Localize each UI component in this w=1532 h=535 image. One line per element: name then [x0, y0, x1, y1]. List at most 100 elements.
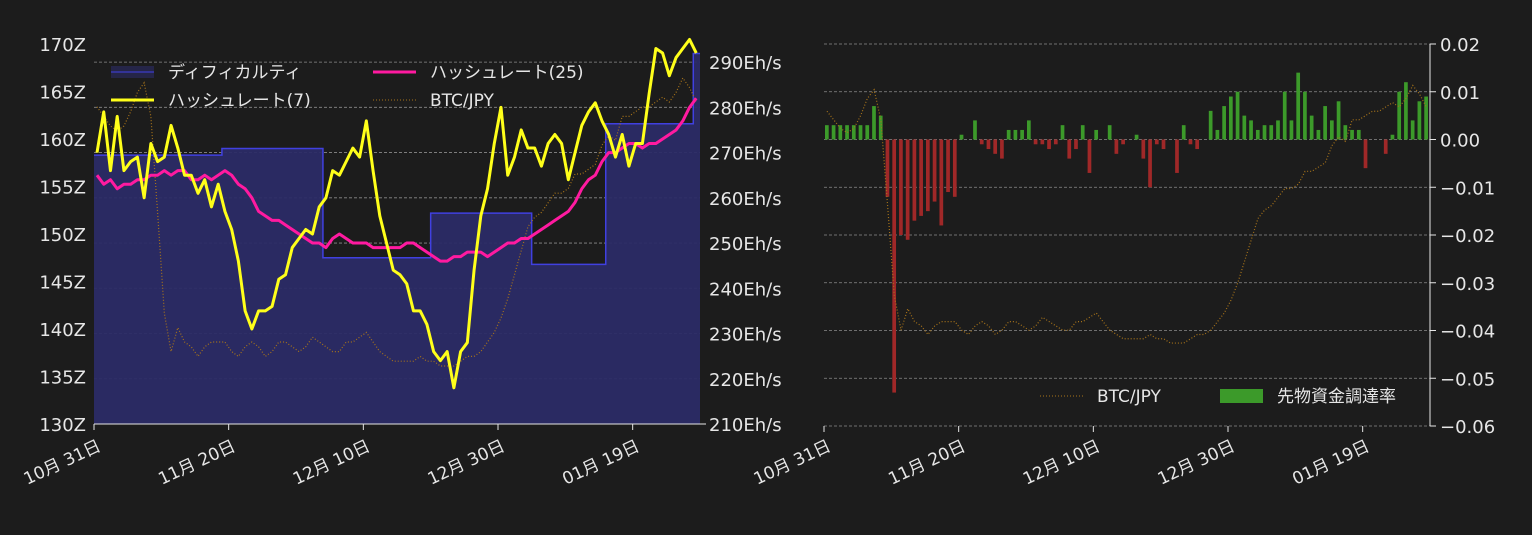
legend-label-hashrate25: ハッシュレート(25)	[430, 63, 584, 83]
funding-bar	[892, 139, 897, 393]
funding-bar	[1208, 110, 1213, 140]
funding-bar	[1094, 129, 1099, 140]
right-axis-tick-label: 270Eh/s	[709, 144, 782, 165]
funding-bar	[1141, 139, 1146, 159]
right-axis-tick-label: 230Eh/s	[709, 325, 782, 346]
funding-bar	[1330, 120, 1334, 140]
funding-bar	[1303, 91, 1307, 140]
funding-bar	[932, 139, 937, 202]
right-y-tick-label: −0.01	[1440, 178, 1495, 199]
funding-bar	[1080, 125, 1085, 140]
hashrate25-series	[95, 97, 698, 263]
funding-bar	[926, 139, 930, 212]
right-y-tick-label: 0.01	[1440, 83, 1480, 104]
funding-bar	[1047, 139, 1051, 150]
left-btcjpy-series	[96, 76, 697, 367]
left-axis-tick-label: 150Z	[39, 225, 86, 246]
funding-bar	[986, 139, 991, 150]
funding-bar	[1074, 139, 1078, 150]
btcjpy-line-left	[96, 76, 697, 367]
right-y-tick-label: 0.00	[1440, 131, 1480, 152]
funding-bar	[885, 139, 890, 197]
right-axis-tick-label: 260Eh/s	[709, 189, 782, 210]
left-axis-tick-label: 145Z	[39, 273, 86, 294]
left-axis-tick-label: 170Z	[39, 35, 86, 56]
funding-bar	[1020, 129, 1024, 140]
difficulty-area	[94, 53, 700, 424]
funding-bar	[1316, 129, 1321, 140]
funding-bar	[825, 125, 829, 140]
funding-bar	[1222, 106, 1226, 140]
funding-bar	[1350, 129, 1354, 140]
funding-bar	[845, 125, 849, 140]
funding-rate-bars	[825, 72, 1428, 393]
funding-bar	[1356, 129, 1361, 140]
funding-bar	[1262, 125, 1267, 140]
funding-bar	[1053, 139, 1058, 145]
funding-bar	[1242, 115, 1247, 140]
funding-bar	[1134, 134, 1139, 140]
funding-bar	[1006, 129, 1011, 140]
funding-bar	[912, 139, 917, 221]
funding-bar	[851, 125, 856, 140]
hashrate25-line	[95, 97, 698, 263]
funding-bar	[1188, 139, 1193, 145]
right-axis-tick-label: 210Eh/s	[709, 415, 782, 436]
funding-bar	[1175, 139, 1179, 173]
funding-bar	[1181, 125, 1186, 140]
right-axis-tick-label: 250Eh/s	[709, 234, 782, 255]
funding-bar	[1154, 139, 1159, 145]
funding-bar	[1282, 91, 1287, 140]
funding-bar	[946, 139, 950, 193]
funding-bar	[1195, 139, 1200, 150]
difficulty-series	[94, 52, 700, 424]
funding-bar	[1289, 120, 1294, 140]
funding-bar	[858, 125, 863, 140]
hashrate7-series	[95, 37, 698, 390]
funding-bar	[1383, 139, 1388, 154]
funding-bar	[1027, 120, 1031, 140]
right-y-tick-label: −0.06	[1440, 417, 1495, 438]
right-y-tick-label: −0.05	[1440, 369, 1495, 390]
funding-bar	[1363, 139, 1368, 169]
funding-bar	[1336, 101, 1341, 140]
left-legend: ディフィカルティ ハッシュレート(25) ハッシュレート(7) BTC/JPY	[111, 62, 584, 111]
funding-bar	[1148, 139, 1152, 188]
right-btcjpy-series	[826, 84, 1427, 344]
funding-bar	[1121, 139, 1125, 145]
funding-bar	[831, 125, 836, 140]
funding-bar	[1323, 106, 1327, 140]
funding-bar	[1397, 91, 1402, 140]
difficulty-line	[94, 52, 700, 266]
funding-bar	[1060, 125, 1065, 140]
funding-bar	[1269, 125, 1274, 140]
funding-bar	[838, 125, 843, 140]
right-grid	[824, 43, 1430, 427]
right-axis-tick-label: 240Eh/s	[709, 279, 782, 300]
funding-bar	[1404, 82, 1408, 140]
right-y-tick-label: −0.03	[1440, 274, 1495, 295]
funding-bar	[1276, 120, 1280, 140]
funding-bar	[878, 115, 883, 140]
left-axis-tick-label: 135Z	[39, 368, 86, 389]
funding-bar	[1417, 101, 1422, 140]
btcjpy-line-right	[826, 84, 1427, 344]
left-axis-tick-label: 160Z	[39, 130, 86, 151]
funding-bar	[905, 139, 910, 240]
funding-bar	[1087, 139, 1092, 173]
legend-label-difficulty: ディフィカルティ	[168, 62, 301, 83]
funding-bar	[1067, 139, 1072, 159]
left-axes: 130Z 135Z 140Z 145Z 150Z 155Z 160Z 165Z 170Z 210E…	[21, 35, 782, 489]
funding-bar	[1309, 115, 1314, 140]
funding-bar	[993, 139, 998, 154]
legend-label-hashrate7: ハッシュレート(7)	[168, 91, 311, 111]
left-axis-tick-label: 140Z	[39, 320, 86, 341]
legend-swatch-funding	[1220, 389, 1263, 403]
funding-bar	[1040, 139, 1045, 145]
legend-label-btcjpy-right: BTC/JPY	[1097, 387, 1162, 407]
hashrate7-line	[95, 37, 698, 390]
funding-bar	[1235, 91, 1240, 140]
funding-bar	[872, 106, 876, 140]
right-y-tick-label: −0.02	[1440, 226, 1495, 247]
